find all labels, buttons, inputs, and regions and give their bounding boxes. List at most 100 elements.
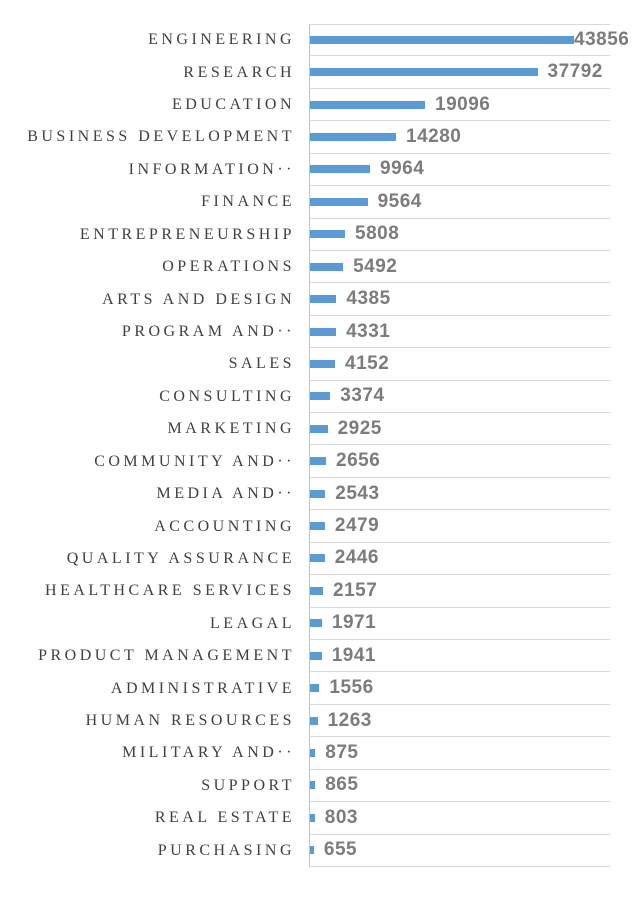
plot-cell: 2543 xyxy=(309,477,610,511)
value-label: 14280 xyxy=(406,125,462,147)
category-label: MILITARY AND·· xyxy=(122,744,295,762)
category-label: CONSULTING xyxy=(159,387,295,405)
value-label: 1941 xyxy=(331,644,376,666)
plot-cell: 9564 xyxy=(309,186,610,219)
plot-cell: 3374 xyxy=(309,380,610,414)
value-label: 865 xyxy=(325,774,359,796)
value-label: 19096 xyxy=(435,93,491,115)
value-label: 1971 xyxy=(331,612,377,634)
chart-row: MARKETING 2925 xyxy=(0,413,640,446)
bar xyxy=(310,522,325,531)
chart-row: MEDIA AND·· 2543 xyxy=(0,477,640,511)
category-label: PROGRAM AND·· xyxy=(121,323,295,340)
plot-cell: 19096 xyxy=(309,88,610,122)
category-label: ENTREPRENEURSHIP xyxy=(79,225,295,243)
category-label: FINANCE xyxy=(201,193,295,211)
plot-cell: 4385 xyxy=(309,283,610,316)
category-label: EDUCATION xyxy=(171,96,295,114)
bar xyxy=(310,132,396,141)
plot-cell: 37792 xyxy=(309,56,610,89)
chart-row: BUSINESS DEVELOPMENT 14280 xyxy=(0,121,640,154)
chart-row: MILITARY AND·· 875 xyxy=(0,737,640,770)
plot-cell: 5492 xyxy=(309,250,610,284)
chart-row: COMMUNITY AND·· 2656 xyxy=(0,445,640,478)
chart-plot-area: ENGINEERING 43856 RESEARCH 37792 EDUCATION 19… xyxy=(0,24,640,867)
category-label: PRODUCT MANAGEMENT xyxy=(38,647,295,665)
bar xyxy=(310,846,314,855)
value-label: 2656 xyxy=(336,450,381,472)
bar xyxy=(310,262,344,271)
chart-row: ARTS AND DESIGN 4385 xyxy=(0,283,640,316)
value-label: 2543 xyxy=(335,482,380,504)
plot-cell: 2446 xyxy=(309,542,610,576)
value-label: 803 xyxy=(324,806,358,828)
category-label: ACCOUNTING xyxy=(154,517,295,535)
bar xyxy=(310,748,316,757)
value-label: 4152 xyxy=(345,352,390,374)
bar xyxy=(310,197,368,206)
bar xyxy=(310,813,315,822)
chart-row: CONSULTING 3374 xyxy=(0,380,640,414)
bar xyxy=(310,392,331,401)
value-label: 2446 xyxy=(334,547,379,569)
bar xyxy=(310,68,538,77)
value-label: 3374 xyxy=(340,385,385,407)
value-label: 875 xyxy=(325,741,359,763)
value-label: 2157 xyxy=(333,579,378,601)
plot-cell: 1556 xyxy=(309,672,610,705)
value-label: 2925 xyxy=(337,417,382,439)
plot-cell: 2157 xyxy=(309,575,610,608)
category-label: LEAGAL xyxy=(210,614,295,632)
chart-row: ENGINEERING 43856 xyxy=(0,24,640,57)
chart-row: REAL ESTATE 803 xyxy=(0,802,640,835)
category-label: SALES xyxy=(228,355,295,373)
bar xyxy=(310,554,325,563)
value-label: 5492 xyxy=(353,255,398,277)
value-label: 4385 xyxy=(346,288,391,310)
category-label: INFORMATION·· xyxy=(128,160,295,178)
plot-cell: 43856 xyxy=(309,24,629,57)
value-label: 4331 xyxy=(346,320,391,342)
category-label: ADMINISTRATIVE xyxy=(110,679,295,697)
chart-row: ENTREPRENEURSHIP 5808 xyxy=(0,218,640,251)
category-label: REAL ESTATE xyxy=(154,809,295,827)
value-label: 43856 xyxy=(574,29,630,51)
category-label: HEALTHCARE SERVICES xyxy=(45,582,295,600)
plot-cell: 4152 xyxy=(309,348,610,381)
plot-cell: 14280 xyxy=(309,121,610,154)
value-label: 2479 xyxy=(334,515,380,537)
chart-row: PRODUCT MANAGEMENT 1941 xyxy=(0,640,640,673)
value-label: 1556 xyxy=(329,677,374,699)
plot-cell: 1263 xyxy=(309,704,610,738)
bar xyxy=(310,619,322,628)
plot-cell: 1971 xyxy=(309,607,610,641)
bar xyxy=(310,716,318,725)
bar xyxy=(310,684,320,693)
category-label: OPERATIONS xyxy=(162,258,295,276)
bar xyxy=(310,230,345,239)
chart-row: ACCOUNTING 2479 xyxy=(0,510,640,543)
bar xyxy=(310,457,326,466)
category-label: RESEARCH xyxy=(183,63,295,81)
plot-cell: 1941 xyxy=(309,640,610,673)
category-label: BUSINESS DEVELOPMENT xyxy=(27,128,295,146)
bar xyxy=(310,36,574,45)
bar xyxy=(310,651,322,660)
bar xyxy=(310,586,323,595)
bar xyxy=(310,295,337,304)
chart-row: RESEARCH 37792 xyxy=(0,56,640,89)
bar xyxy=(310,781,316,790)
value-label: 5808 xyxy=(355,223,400,245)
chart-row: SALES 4152 xyxy=(0,348,640,381)
bar xyxy=(310,100,425,109)
bar xyxy=(310,489,326,498)
plot-cell: 2656 xyxy=(309,445,610,478)
category-label: SUPPORT xyxy=(201,776,295,794)
bar xyxy=(310,327,337,336)
chart-row: PROGRAM AND·· 4331 xyxy=(0,315,640,349)
plot-cell: 4331 xyxy=(309,315,610,349)
chart-row: HUMAN RESOURCES 1263 xyxy=(0,704,640,738)
value-label: 9564 xyxy=(377,190,422,212)
category-label: ENGINEERING xyxy=(148,31,295,49)
